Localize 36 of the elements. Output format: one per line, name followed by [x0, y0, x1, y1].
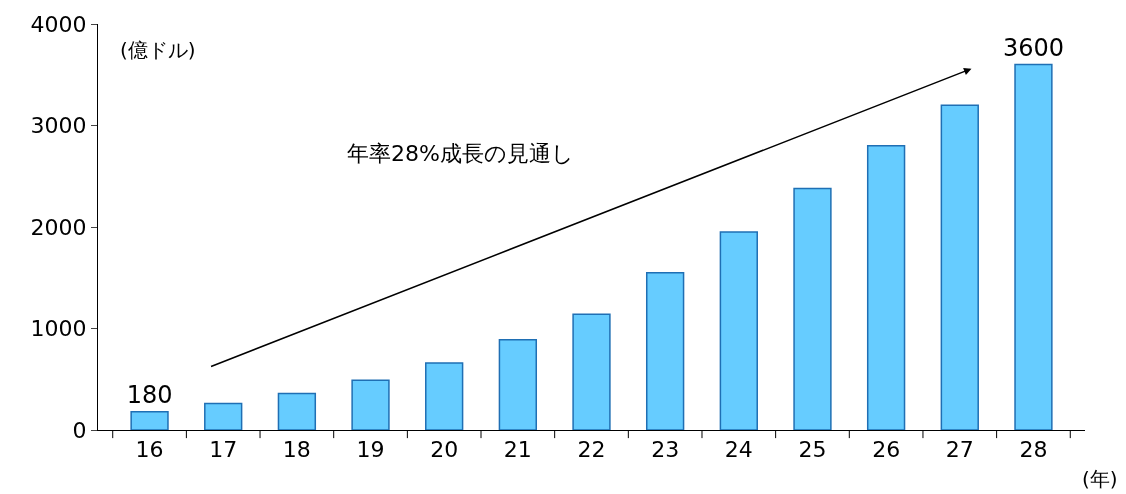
x-tick-label: 19 [356, 437, 385, 463]
bar [204, 402, 243, 430]
x-tick-label: 22 [577, 437, 606, 463]
annotation: 年率28%成長の見通し [347, 141, 574, 166]
data-label: 3600 [1002, 33, 1064, 62]
x-tick-label: 21 [503, 437, 532, 463]
x-tick-label: 16 [135, 437, 164, 463]
bar [1014, 63, 1053, 430]
y-tick-label: 4000 [30, 11, 87, 37]
bar [645, 271, 685, 430]
x-tick-label: 20 [430, 437, 459, 463]
data-label: 180 [126, 380, 173, 409]
x-tick-label: 27 [945, 437, 974, 463]
x-axis-title: (年) [1082, 467, 1118, 491]
y-tick-label: 2000 [30, 214, 87, 240]
y-tick-label: 1000 [30, 316, 87, 342]
y-tick-label: 3000 [30, 113, 87, 139]
bar [572, 313, 611, 430]
bar [793, 187, 832, 430]
bar [940, 104, 979, 430]
bar [277, 392, 317, 430]
x-tick-label: 24 [724, 437, 753, 463]
bar [130, 410, 169, 430]
x-tick-label: 17 [209, 437, 238, 463]
x-tick-label: 28 [1019, 437, 1048, 463]
x-tick-label: 18 [282, 437, 311, 463]
x-tick-label: 26 [872, 437, 901, 463]
bar [425, 362, 464, 430]
bar [719, 231, 758, 430]
x-tick-label: 25 [798, 437, 827, 463]
x-tick-label: 23 [651, 437, 680, 463]
y-tick-label: 0 [72, 417, 87, 443]
bar [498, 338, 538, 430]
bar [866, 145, 906, 430]
bar [351, 379, 390, 430]
y-axis-title: (億ドル) [120, 38, 196, 62]
